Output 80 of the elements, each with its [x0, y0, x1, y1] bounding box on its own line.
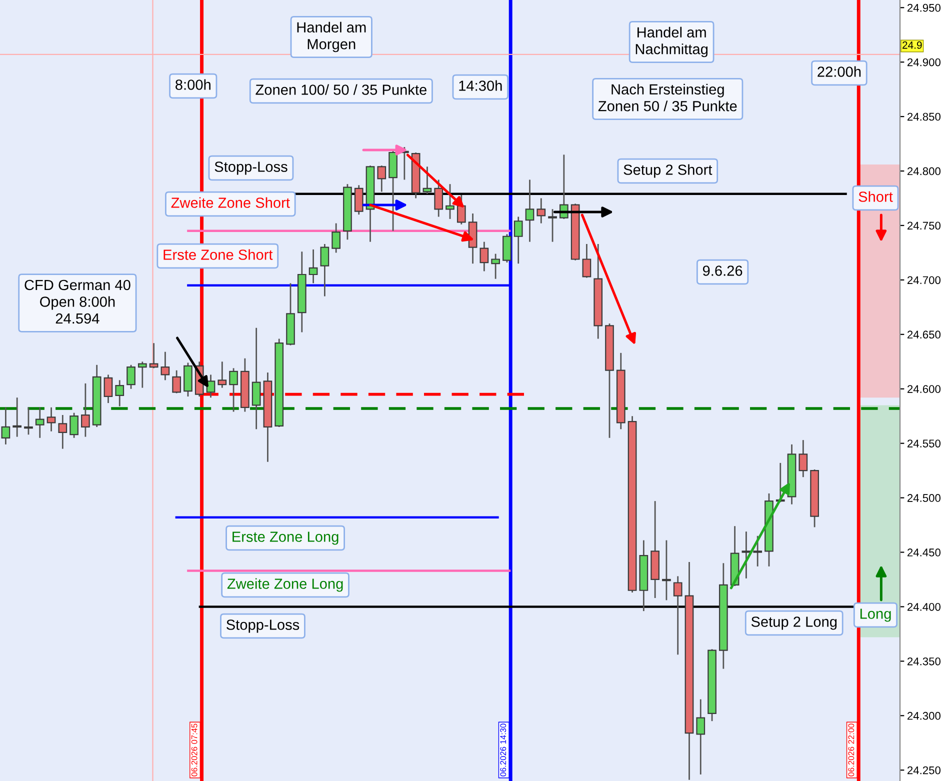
candlestick: [81, 382, 90, 438]
y-tick-label: 24.250: [908, 766, 940, 774]
text: 24.9: [902, 41, 922, 49]
candlestick: [70, 412, 78, 439]
annotation: Setup 2 Long: [751, 616, 837, 630]
text: 06.2026 22:00: [848, 724, 854, 776]
annotation: Erste Zone Short: [164, 249, 273, 260]
annotation: Long: [860, 608, 891, 622]
annotation: 9.6.26: [702, 266, 742, 276]
annotation: Zweite Zone Short: [171, 197, 290, 208]
annotation: Erste Zone Long: [232, 532, 338, 545]
candlestick: [662, 540, 671, 601]
candlestick: [12, 396, 22, 438]
annotation: Zweite Zone Long: [227, 578, 343, 592]
candlestick: [172, 370, 182, 394]
candlestick: [742, 530, 751, 580]
y-tick-label: 24.500: [908, 494, 940, 502]
candlestick: [160, 351, 170, 381]
candlestick: [582, 243, 592, 278]
annotation: Short: [858, 191, 893, 202]
candlestick: [104, 374, 113, 404]
candlestick: [514, 216, 523, 264]
annotation: 22:00h: [818, 66, 861, 77]
candlestick: [58, 414, 68, 450]
annotation: Handel am Nachmittag: [636, 26, 708, 58]
annotation: 8:00h: [176, 79, 210, 90]
candlestick: [446, 183, 454, 220]
y-tick-label: 24.700: [908, 276, 940, 284]
candlestick: [434, 179, 444, 218]
candlestick: [525, 179, 534, 243]
annotation: 14:30h: [459, 80, 502, 91]
annotation: Handel am Morgen: [297, 22, 366, 52]
candlestick: [35, 406, 44, 439]
candlestick: [548, 208, 557, 243]
y-tick-label: 24.900: [908, 58, 940, 66]
candlestick: [422, 166, 432, 195]
annotation: Stopp-Loss: [226, 620, 300, 633]
candlestick: [559, 154, 568, 220]
annotation: Nach Ersteinstieg Zonen 50 / 35 Punkte: [598, 84, 737, 112]
candlestick: [252, 327, 261, 430]
y-tick-label: 24.350: [908, 657, 940, 666]
candlestick: [798, 439, 808, 478]
candlestick: [456, 194, 466, 226]
candlestick: [491, 253, 500, 280]
candlestick: [24, 406, 33, 436]
candlestick: [46, 406, 56, 432]
text: 06.2026 14:30: [500, 724, 506, 776]
y-tick-label: 24.850: [908, 112, 940, 121]
candlestick: [696, 698, 706, 776]
candlestick: [502, 233, 512, 264]
candlestick: [138, 360, 147, 388]
candlestick: [126, 364, 136, 390]
y-tick-label: 24.400: [908, 602, 940, 611]
y-tick-label: 24.650: [908, 330, 940, 339]
candlestick: [1, 406, 10, 446]
candlestick: [218, 360, 227, 388]
annotation: Stopp-Loss: [214, 162, 288, 175]
candlestick: [308, 248, 318, 284]
annotation: Setup 2 Short: [624, 164, 712, 178]
candlestick: [753, 535, 762, 568]
y-tick-label: 24.600: [908, 385, 940, 393]
y-tick-label: 24.450: [908, 548, 940, 556]
y-tick-label: 24.950: [908, 4, 940, 12]
candlestick: [115, 379, 124, 407]
y-tick-label: 24.300: [908, 712, 940, 720]
y-tick-label: 24.550: [908, 440, 940, 448]
text: 06.2026 07:45: [191, 724, 198, 776]
candlestick: [149, 342, 158, 369]
annotation: Zonen 100/ 50 / 35 Punkte: [256, 84, 426, 95]
candlestick: [673, 576, 682, 656]
y-tick-label: 24.800: [908, 167, 940, 176]
candlestick: [536, 198, 546, 224]
candlestick: [332, 222, 341, 254]
candlestick: [354, 184, 364, 216]
candlestick: [480, 241, 489, 272]
candlestick: [320, 243, 330, 297]
annotation: CFD German 40 Open 8:00h 24.594: [24, 280, 130, 324]
candlestick: [377, 164, 386, 192]
candlestick: [229, 367, 238, 412]
y-tick-label: 24.750: [908, 222, 940, 230]
